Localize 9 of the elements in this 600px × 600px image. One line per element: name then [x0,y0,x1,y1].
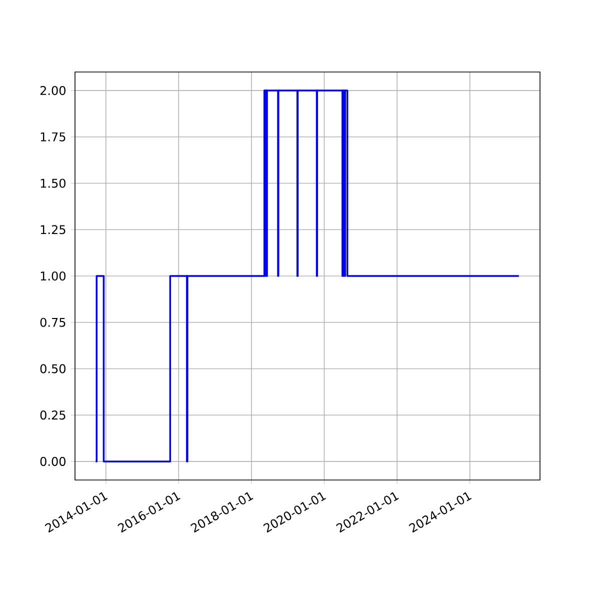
y-tick-label: 1.75 [40,132,66,142]
y-tick-label: 0.00 [40,456,66,466]
y-tick-label: 1.00 [40,271,66,281]
y-tick-label: 0.50 [40,364,66,374]
y-tick-label: 0.25 [40,410,66,420]
y-tick-label: 1.50 [40,178,66,188]
y-tick-label: 2.00 [40,86,66,96]
y-tick-label: 1.25 [40,225,66,234]
y-tick-label: 0.75 [40,318,66,327]
